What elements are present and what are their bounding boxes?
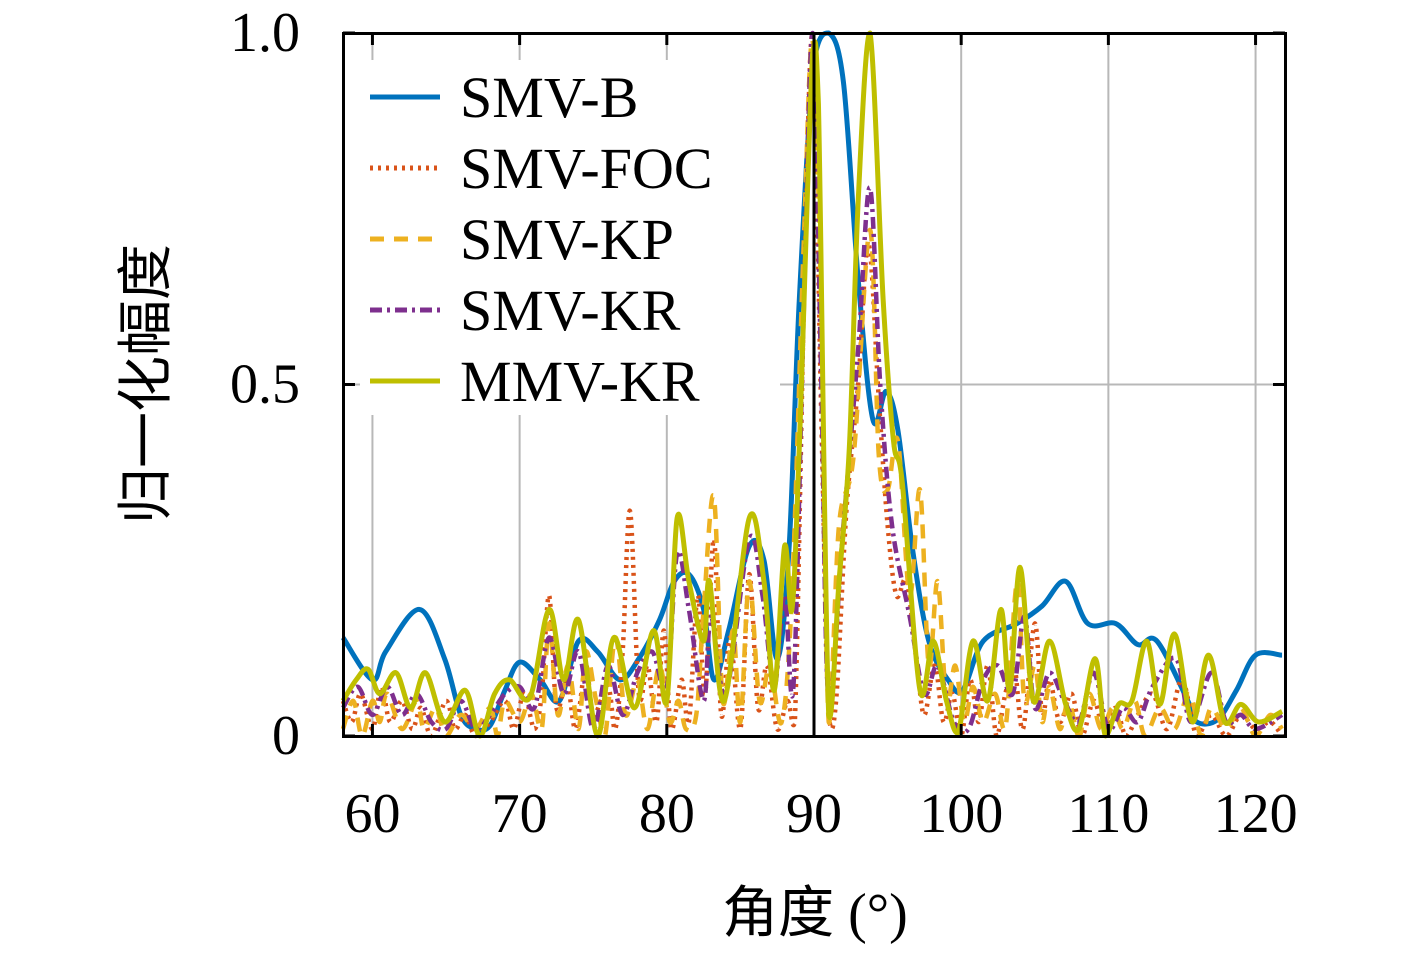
y-tick-label: 0.5 xyxy=(230,354,300,416)
legend-label: SMV-KR xyxy=(460,278,681,343)
x-tick-label: 110 xyxy=(1067,783,1149,845)
series-line-smv-foc xyxy=(340,30,1284,739)
series-line-smv-b xyxy=(340,30,1283,733)
x-tick-label: 120 xyxy=(1214,783,1298,845)
y-tick-label: 0 xyxy=(272,705,300,767)
legend-label: MMV-KR xyxy=(460,349,700,414)
x-tick-label: 90 xyxy=(786,783,842,845)
x-tick-label: 70 xyxy=(492,783,548,845)
series-group xyxy=(340,30,1284,739)
ticks: 60 70 80 90 100 110 120 0 0.5 1.0 xyxy=(230,2,1298,845)
x-tick-label: 100 xyxy=(919,783,1003,845)
legend-label: SMV-B xyxy=(460,65,638,130)
x-tick-label: 80 xyxy=(639,783,695,845)
x-tick-label: 60 xyxy=(344,783,400,845)
x-axis-label: 角度 (°) xyxy=(722,883,908,945)
y-axis-label: 归一化幅度 xyxy=(116,244,178,524)
legend-label: SMV-FOC xyxy=(460,136,713,201)
legend-label: SMV-KP xyxy=(460,207,674,272)
series-line-mmv-kr xyxy=(340,30,1284,739)
y-tick-label: 1.0 xyxy=(230,2,300,64)
